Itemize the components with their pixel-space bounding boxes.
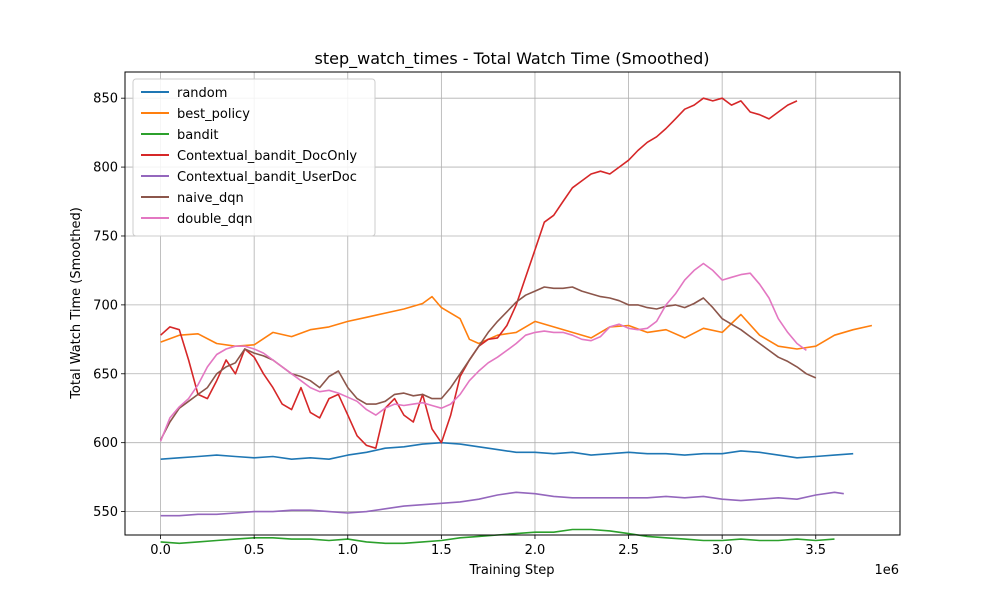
- x-axis-label: Training Step: [468, 563, 554, 578]
- x-tick-label: 2.5: [618, 543, 639, 558]
- y-tick-label: 750: [93, 229, 118, 244]
- series-line-contextual-bandit-userdoc: [160, 491, 844, 517]
- chart-title: step_watch_times - Total Watch Time (Smo…: [315, 49, 710, 69]
- series-line-double-dqn: [159, 262, 807, 442]
- legend-entry-label: best_policy: [177, 107, 250, 122]
- x-axis-offset-label: 1e6: [874, 563, 899, 578]
- legend-entry-label: Contextual_bandit_UserDoc: [177, 170, 357, 185]
- y-tick-label: 850: [93, 92, 118, 107]
- y-tick-label: 700: [93, 298, 118, 313]
- x-tick-label: 2.0: [525, 543, 546, 558]
- x-tick-label: 3.5: [805, 543, 826, 558]
- x-tick-label: 0.0: [150, 543, 171, 558]
- series-lines: [159, 97, 873, 545]
- x-tick-label: 1.0: [337, 543, 358, 558]
- x-tick-label: 0.5: [244, 543, 265, 558]
- x-axis-ticks: 0.0 0.5 1.0 1.5 2.0 2.5 3.0 3.5: [150, 535, 826, 558]
- legend-entry-label: Contextual_bandit_DocOnly: [177, 149, 357, 164]
- legend-entry-label: bandit: [177, 128, 218, 143]
- legend-entry-label: naive_dqn: [177, 191, 244, 206]
- y-tick-label: 650: [93, 367, 118, 382]
- series-line-best-policy: [160, 295, 873, 350]
- series-line-random: [160, 441, 854, 461]
- legend-box: [132, 78, 376, 237]
- y-tick-label: 800: [93, 161, 118, 176]
- legend-entry-label: double_dqn: [177, 212, 253, 227]
- y-axis-ticks: 550 600 650 700 750 800 850: [93, 92, 125, 520]
- y-tick-label: 550: [93, 505, 118, 520]
- y-tick-label: 600: [93, 436, 118, 451]
- plot-area-frame: [124, 71, 901, 536]
- legend-entry-label: random: [177, 86, 227, 101]
- x-tick-label: 1.5: [431, 543, 452, 558]
- x-tick-label: 3.0: [712, 543, 733, 558]
- y-axis-label: Total Watch Time (Smoothed): [69, 207, 84, 400]
